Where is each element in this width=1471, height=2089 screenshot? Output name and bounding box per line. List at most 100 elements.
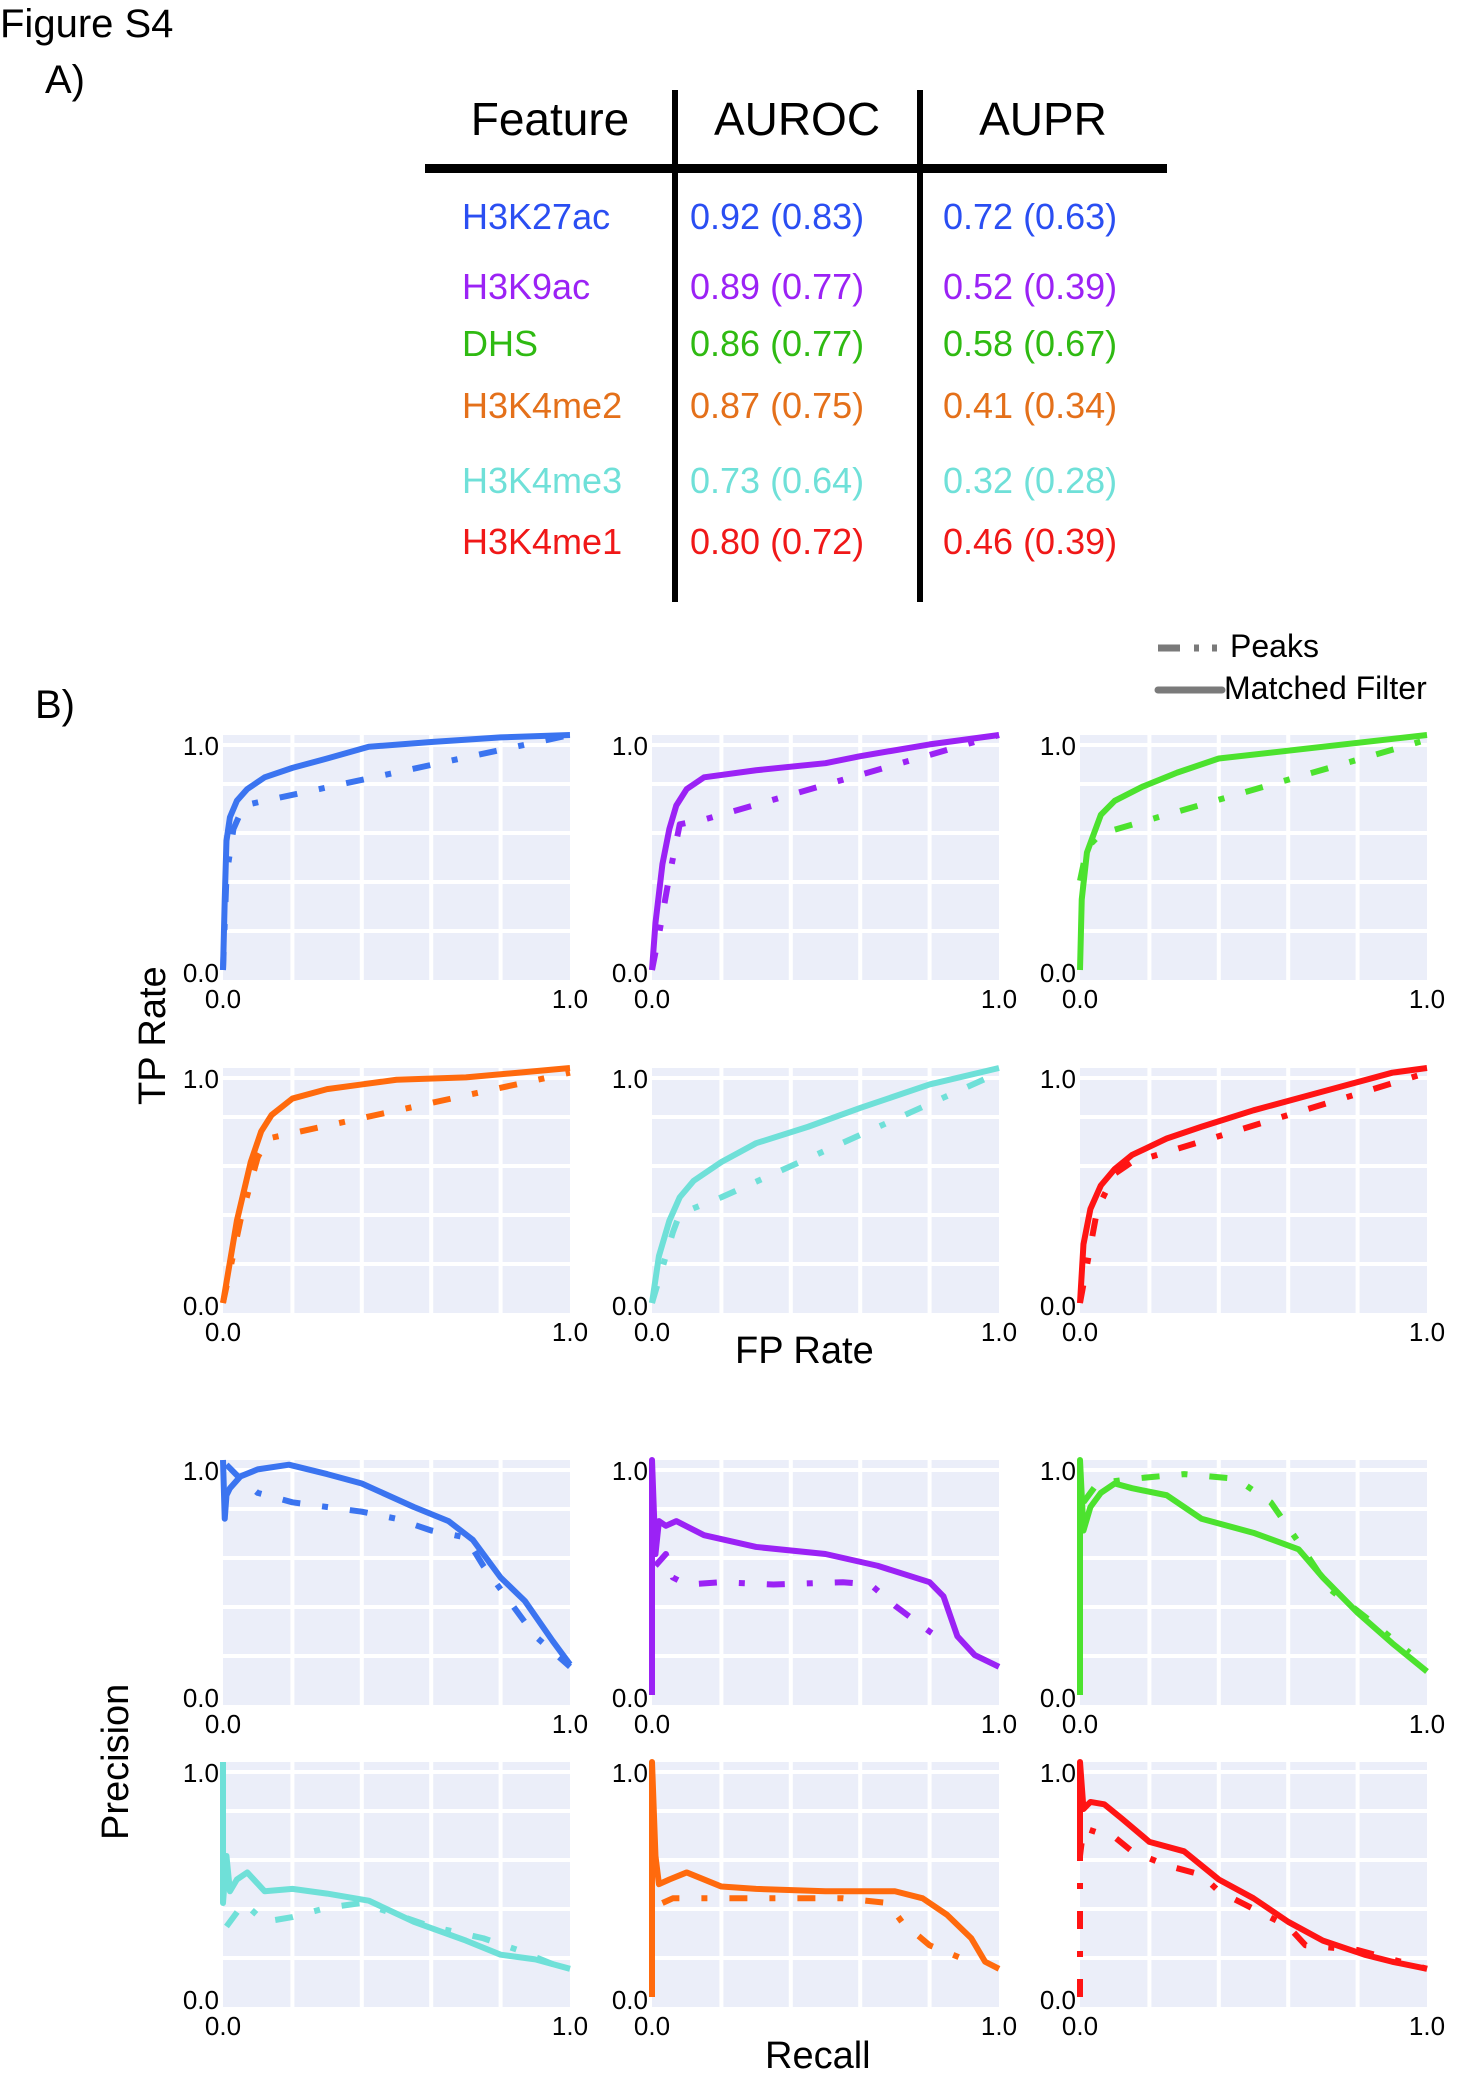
plot-background [1080, 1068, 1427, 1313]
roc-chart-h3k4me1: 1.0 0.00.0 1.0 [1040, 1064, 1445, 1347]
pr-chart-h3k27ac: 1.0 0.00.0 1.0 [183, 1456, 588, 1739]
y-tick-label: 1.0 [612, 731, 648, 761]
series-line-matched-filter [1077, 1759, 1428, 1972]
roc-chart-h3k27ac: 1.0 0.00.0 1.0 [183, 731, 588, 1014]
y-tick-label: 1.0 [612, 1456, 648, 1486]
pr-x-axis-title: Recall [765, 2035, 871, 2077]
roc-chart-h3k4me2: 1.0 0.00.0 1.0 [183, 1064, 588, 1347]
x-tick-label: 0.0 [634, 1709, 670, 1739]
table-header-auroc: AUROC [713, 93, 881, 145]
y-tick-label: 1.0 [612, 1064, 648, 1094]
x-tick-label: 1.0 [1409, 1709, 1445, 1739]
y-tick-label: 0.0 [612, 1291, 648, 1321]
table-column-divider [917, 90, 923, 602]
legend-label-peaks: Peaks [1230, 628, 1319, 664]
figure-title: Figure S4 [0, 2, 174, 46]
x-tick-label: 0.0 [1062, 1317, 1098, 1347]
y-tick-label: 0.0 [612, 958, 648, 988]
y-tick-label: 0.0 [183, 1683, 219, 1713]
table-cell-aupr: 0.52 (0.39) [943, 266, 1118, 307]
plot-background [223, 1762, 570, 2007]
series-line-peaks [224, 1462, 572, 1670]
table-header-rule [425, 164, 1167, 173]
series-line-peaks [1077, 736, 1428, 882]
y-tick-label: 1.0 [1040, 1064, 1076, 1094]
series-line-matched-filter [649, 1065, 1000, 1304]
legend-label-matched-filter: Matched Filter [1224, 670, 1427, 706]
x-tick-label: 0.0 [205, 984, 241, 1014]
pr-y-axis-title: Precision [95, 1683, 137, 1840]
table-cell-auroc: 0.89 (0.77) [690, 266, 865, 307]
y-tick-label: 1.0 [183, 731, 219, 761]
y-tick-label: 0.0 [1040, 958, 1076, 988]
y-tick-label: 1.0 [183, 1064, 219, 1094]
series-line-matched-filter [220, 1065, 571, 1304]
x-tick-label: 0.0 [1062, 984, 1098, 1014]
pr-chart-h3k4me2: 1.0 0.00.0 1.0 [612, 1758, 1017, 2041]
x-tick-label: 0.0 [634, 2011, 670, 2041]
series-line-peaks [220, 732, 571, 971]
table-cell-auroc: 0.73 (0.64) [690, 460, 865, 501]
pr-chart-h3k4me1: 1.0 0.00.0 1.0 [1040, 1758, 1445, 2041]
x-tick-label: 0.0 [634, 1317, 670, 1347]
y-tick-label: 0.0 [612, 1985, 648, 2015]
table-header-feature: Feature [470, 93, 630, 145]
plot-background [652, 1762, 999, 2007]
table-cell-auroc: 0.92 (0.83) [690, 196, 865, 237]
x-tick-label: 0.0 [205, 2011, 241, 2041]
x-tick-label: 0.0 [1062, 2011, 1098, 2041]
series-line-peaks [653, 1551, 949, 1646]
series-line-matched-filter [649, 1759, 1001, 1997]
series-line-matched-filter [1077, 1065, 1428, 1304]
series-line-matched-filter [220, 1459, 573, 1667]
table-cell-aupr: 0.72 (0.63) [943, 196, 1118, 237]
x-tick-label: 0.0 [634, 984, 670, 1014]
table-cell-feature: H3K4me3 [462, 460, 623, 501]
roc-chart-h3k4me3: 1.0 0.00.0 1.0 [612, 1064, 1017, 1347]
plot-background [1080, 1762, 1427, 2007]
legend: Peaks Matched Filter [1150, 622, 1470, 712]
roc-x-axis-title: FP Rate [735, 1330, 874, 1372]
table-cell-feature: H3K4me2 [462, 385, 623, 426]
x-tick-label: 1.0 [552, 1709, 588, 1739]
y-tick-label: 1.0 [1040, 1758, 1076, 1788]
x-tick-label: 0.0 [205, 1709, 241, 1739]
table-cell-aupr: 0.58 (0.67) [943, 323, 1118, 364]
series-line-peaks [1077, 1824, 1428, 1997]
x-tick-label: 0.0 [1062, 1709, 1098, 1739]
x-tick-label: 1.0 [552, 2011, 588, 2041]
series-line-peaks [649, 1069, 1001, 1304]
x-tick-label: 1.0 [981, 984, 1017, 1014]
series-line-peaks [661, 1895, 966, 1963]
plot-background [1080, 1460, 1427, 1705]
y-tick-label: 0.0 [612, 1683, 648, 1713]
table-cell-aupr: 0.41 (0.34) [943, 385, 1118, 426]
pr-chart-h3k9ac: 1.0 0.00.0 1.0 [612, 1456, 1017, 1739]
y-tick-label: 0.0 [1040, 1683, 1076, 1713]
series-line-peaks [220, 1069, 571, 1304]
x-tick-label: 1.0 [1409, 984, 1445, 1014]
table-header-aupr: AUPR [979, 93, 1107, 145]
table-cell-auroc: 0.86 (0.77) [690, 323, 865, 364]
y-tick-label: 1.0 [612, 1758, 648, 1788]
table-cell-aupr: 0.32 (0.28) [943, 460, 1118, 501]
table-cell-auroc: 0.87 (0.75) [690, 385, 865, 426]
legend-swatches [1154, 644, 1226, 694]
x-tick-label: 1.0 [981, 1709, 1017, 1739]
plot-background [223, 1068, 570, 1313]
series-line-matched-filter [220, 1762, 571, 1972]
plot-background [223, 735, 570, 980]
y-tick-label: 1.0 [183, 1758, 219, 1788]
series-line-matched-filter [1077, 1457, 1429, 1695]
x-tick-label: 1.0 [1409, 2011, 1445, 2041]
y-tick-label: 0.0 [183, 1291, 219, 1321]
y-tick-label: 1.0 [1040, 731, 1076, 761]
y-tick-label: 0.0 [183, 958, 219, 988]
table-cell-feature: DHS [462, 323, 539, 364]
series-line-peaks [1081, 1471, 1412, 1656]
series-line-matched-filter [649, 732, 1000, 971]
table-cell-feature: H3K27ac [462, 196, 611, 237]
x-tick-label: 1.0 [981, 2011, 1017, 2041]
panel-b-label: B) [35, 683, 75, 727]
y-tick-label: 0.0 [1040, 1291, 1076, 1321]
